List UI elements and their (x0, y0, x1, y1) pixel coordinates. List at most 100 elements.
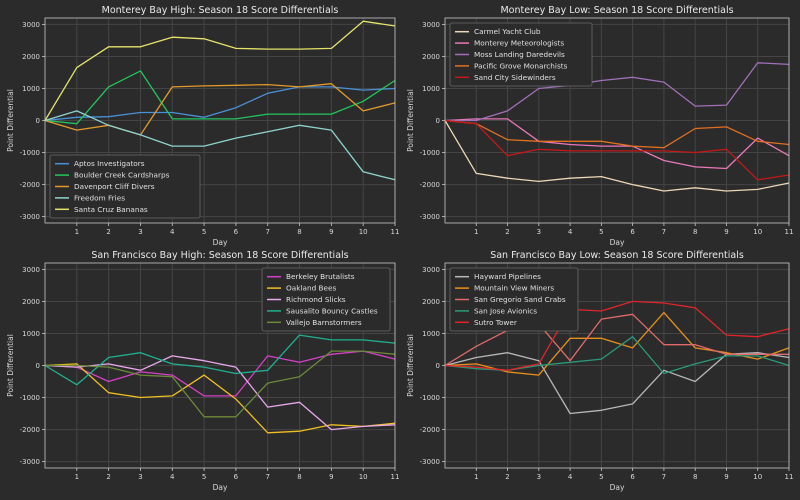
legend-label: Hayward Pipelines (474, 272, 541, 281)
x-tick-label: 11 (785, 228, 794, 236)
chart-title: Monterey Bay High: Season 18 Score Diffe… (102, 5, 339, 16)
series-line-2 (44, 70, 396, 125)
y-tick-label: -2000 (420, 181, 440, 189)
legend-label: Sutro Tower (474, 318, 517, 327)
legend-label: Boulder Creek Cardsharps (74, 171, 170, 180)
x-tick-label: 8 (693, 473, 697, 481)
legend-label: Moss Landing Daredevils (474, 50, 565, 59)
x-tick-label: 4 (170, 228, 175, 236)
legend-label: Richmond Slicks (286, 295, 346, 304)
series-line-3 (44, 355, 396, 431)
legend: Hayward Pipelines Mountain View Miners San… (449, 267, 579, 332)
legend-box (449, 22, 593, 87)
x-tick-label: 10 (753, 473, 762, 481)
series-line-5 (444, 300, 790, 371)
legend-label: Sand City Sidewinders (474, 73, 556, 82)
x-tick-label: 3 (537, 473, 541, 481)
chart-title: San Francisco Bay High: Season 18 Score … (91, 250, 348, 261)
chart-title: Monterey Bay Low: Season 18 Score Differ… (500, 5, 733, 16)
y-tick-label: -1000 (20, 394, 40, 402)
y-tick-label: -2000 (420, 426, 440, 434)
x-tick-label: 2 (106, 228, 110, 236)
y-tick-label: 0 (36, 362, 40, 370)
x-tick-label: 1 (474, 228, 478, 236)
x-tick-label: 5 (202, 228, 206, 236)
y-axis-label: Point Differential (406, 89, 415, 152)
chart-panel-1: Monterey Bay High: Season 18 Score Diffe… (6, 5, 399, 247)
chart-panel-2: Monterey Bay Low: Season 18 Score Differ… (406, 5, 793, 247)
chart-title: San Francisco Bay Low: Season 18 Score D… (490, 250, 744, 261)
legend-label: Sausalito Bouncy Castles (286, 306, 378, 315)
series-line-4 (44, 334, 396, 386)
legend-label: Carmel Yacht Club (474, 27, 541, 36)
y-tick-label: 3000 (422, 266, 440, 274)
legend-box (49, 154, 201, 219)
legend-label: San Jose Avionics (474, 306, 537, 315)
chart-panel-3: San Francisco Bay High: Season 18 Score … (6, 250, 399, 492)
series-line-1 (444, 120, 790, 192)
x-tick-label: 2 (505, 473, 509, 481)
x-tick-label: 11 (785, 473, 794, 481)
x-axis-label: Day (610, 483, 625, 492)
x-axis-label: Day (213, 238, 228, 247)
y-tick-label: 2000 (22, 298, 40, 306)
x-tick-label: 1 (75, 473, 79, 481)
legend-label: Aptos Investigators (74, 159, 145, 168)
series-line-4 (44, 110, 396, 181)
series-line-4 (444, 119, 790, 149)
x-axis-label: Day (610, 238, 625, 247)
y-tick-label: 2000 (22, 53, 40, 61)
y-tick-label: 3000 (22, 21, 40, 29)
series-line-1 (444, 352, 790, 415)
legend: Aptos Investigators Boulder Creek Cardsha… (49, 154, 201, 219)
legend-box (261, 267, 391, 332)
x-tick-label: 8 (693, 228, 697, 236)
y-tick-label: -1000 (20, 149, 40, 157)
x-tick-label: 1 (474, 473, 478, 481)
y-axis-label: Point Differential (6, 89, 15, 152)
legend: Berkeley Brutalists Oakland Bees Richmond … (261, 267, 391, 332)
y-tick-label: 0 (36, 117, 40, 125)
legend-label: Vallejo Barnstormers (286, 318, 362, 327)
x-tick-label: 7 (662, 228, 666, 236)
x-tick-label: 3 (537, 228, 541, 236)
legend-label: Mountain View Miners (474, 284, 554, 293)
x-tick-label: 7 (662, 473, 666, 481)
series-line-3 (445, 62, 790, 122)
y-tick-label: -1000 (420, 394, 440, 402)
series-line-2 (44, 363, 396, 434)
legend-label: Berkeley Brutalists (286, 272, 355, 281)
y-tick-label: 2000 (422, 53, 440, 61)
x-tick-label: 6 (630, 473, 635, 481)
x-tick-label: 10 (359, 228, 368, 236)
x-tick-label: 4 (568, 473, 573, 481)
legend-label: Monterey Meteorologists (474, 39, 564, 48)
y-tick-label: -3000 (20, 458, 40, 466)
x-tick-label: 3 (138, 228, 142, 236)
legend-label: Davenport Cliff Divers (74, 182, 155, 191)
series-line-2 (444, 118, 790, 170)
series-line-5 (444, 119, 790, 181)
y-tick-label: -2000 (20, 181, 40, 189)
series-line-1 (44, 350, 396, 397)
x-tick-label: 9 (329, 473, 333, 481)
x-tick-label: 7 (265, 228, 269, 236)
x-tick-label: 9 (329, 228, 333, 236)
y-tick-label: 2000 (422, 298, 440, 306)
x-tick-label: 2 (505, 228, 509, 236)
y-tick-label: 3000 (422, 21, 440, 29)
x-tick-label: 7 (265, 473, 269, 481)
x-tick-label: 6 (630, 228, 635, 236)
legend-label: Oakland Bees (286, 284, 336, 293)
x-tick-label: 6 (234, 228, 239, 236)
x-tick-label: 5 (202, 473, 206, 481)
y-tick-label: 1000 (422, 85, 440, 93)
y-tick-label: -3000 (420, 458, 440, 466)
legend-label: Pacific Grove Monarchists (474, 61, 568, 70)
x-tick-label: 3 (138, 473, 142, 481)
chart-panel-4: San Francisco Bay Low: Season 18 Score D… (406, 250, 793, 492)
series-line-3 (44, 83, 396, 136)
y-tick-label: 1000 (422, 330, 440, 338)
y-tick-label: 1000 (22, 330, 40, 338)
